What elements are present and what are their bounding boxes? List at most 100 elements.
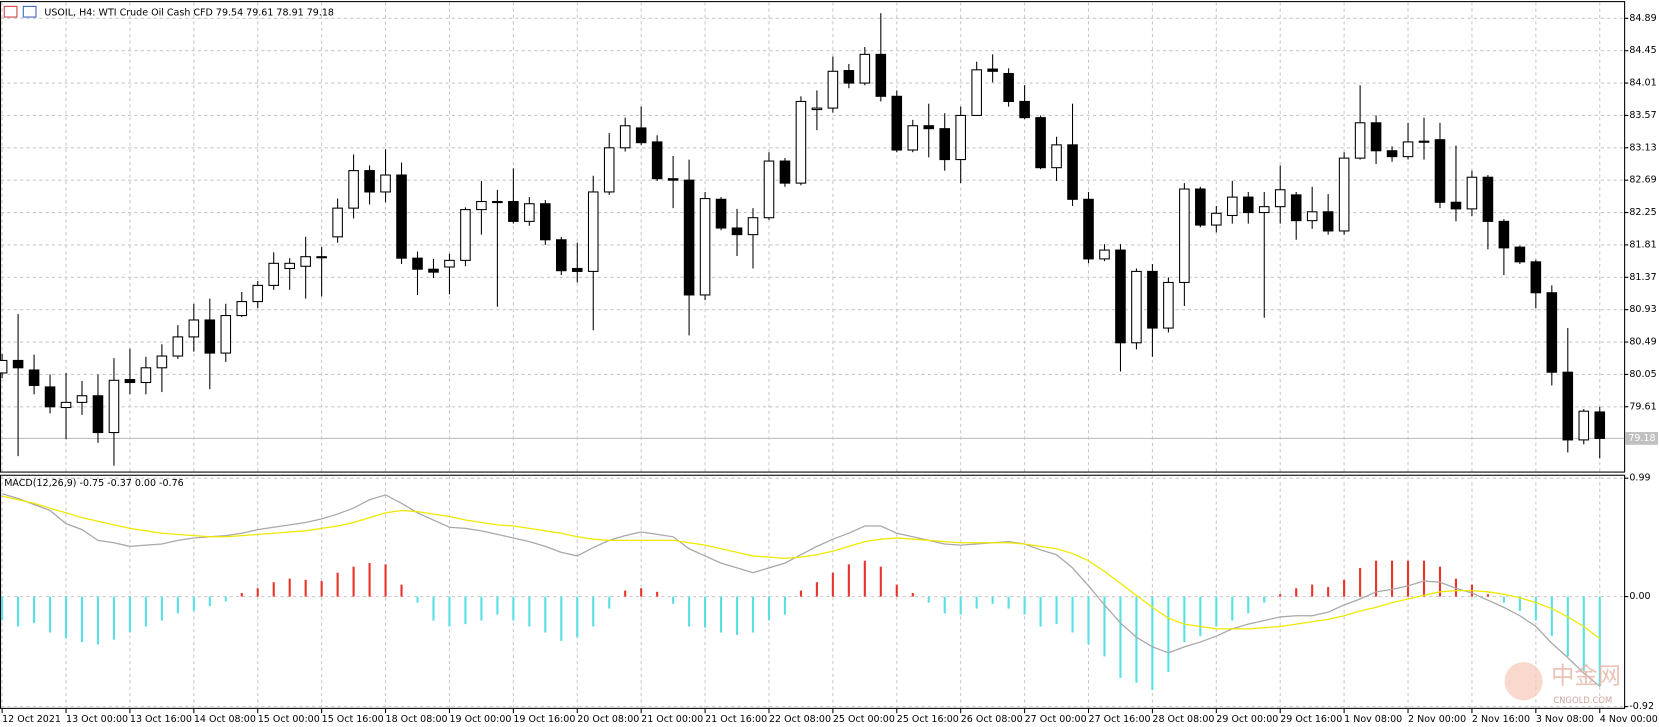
x-tick-label: 12 Oct 2021: [2, 714, 61, 725]
x-tick-label: 29 Oct 00:00: [1216, 714, 1278, 725]
candle-body: [476, 200, 487, 211]
y-tick-label: 82.69: [1629, 175, 1656, 186]
indicator-line: [1, 495, 1601, 639]
y-tick-label: 0.99: [1629, 473, 1650, 484]
candle-body: [44, 386, 56, 408]
candle-body: [252, 284, 264, 303]
price-panel: [0, 1, 1626, 473]
candle-body: [236, 301, 248, 317]
candle-body: [348, 170, 359, 209]
candle-body: [859, 53, 871, 84]
indicator-line: [1, 493, 1601, 687]
candle-body: [1578, 410, 1590, 441]
candle-body: [699, 198, 711, 296]
x-tick-label: 26 Oct 08:00: [961, 714, 1023, 725]
candle-body: [1274, 189, 1286, 208]
candle-body: [1083, 198, 1094, 260]
candle-body: [268, 262, 280, 286]
x-tick-label: 3 Nov 08:00: [1536, 714, 1594, 725]
grid: [1, 2, 1629, 714]
candle-body: [172, 336, 184, 357]
y-tick-label: 81.81: [1629, 239, 1656, 250]
x-tick-label: 19 Oct 16:00: [513, 714, 575, 725]
candle-body: [380, 174, 391, 193]
candle-body: [332, 207, 343, 238]
candle-body: [60, 401, 72, 409]
candle-body: [587, 191, 599, 272]
y-tick-label: 0.00: [1629, 591, 1650, 602]
candle-body: [603, 147, 615, 193]
candle-body: [1546, 292, 1558, 373]
y-tick-label: 80.05: [1629, 369, 1656, 380]
candle-body: [220, 315, 232, 354]
x-tick-label: 15 Oct 00:00: [258, 714, 320, 725]
candle-body: [1163, 281, 1174, 329]
candle-body: [1530, 261, 1542, 294]
candle-body: [1482, 176, 1494, 222]
x-tick-label: 18 Oct 08:00: [386, 714, 448, 725]
candle-body: [827, 70, 839, 109]
candle-body: [619, 125, 631, 149]
candle-body: [1019, 100, 1030, 119]
candle-body: [1003, 72, 1014, 102]
y-tick-label: 84.45: [1629, 45, 1656, 56]
candle-body: [444, 259, 455, 268]
candle-body: [76, 395, 88, 403]
candle-body: [779, 160, 791, 184]
candle-body: [1115, 249, 1126, 344]
candle-body: [492, 200, 503, 204]
x-tick-label: 21 Oct 00:00: [641, 714, 703, 725]
x-tick-label: 28 Oct 08:00: [1152, 714, 1214, 725]
candle-body: [1386, 150, 1398, 158]
y-tick-label: 80.49: [1629, 337, 1656, 348]
y-tick-label: 84.01: [1629, 78, 1656, 89]
candle-body: [540, 203, 551, 241]
candle-body: [396, 174, 407, 259]
y-tick-label: 84.89: [1629, 13, 1656, 24]
candle-body: [156, 355, 168, 369]
candle-body: [923, 125, 935, 130]
x-tick-label: 22 Oct 08:00: [769, 714, 831, 725]
candle-body: [891, 95, 903, 151]
candle-body: [108, 379, 120, 434]
candle-body: [715, 198, 727, 229]
candle-body: [12, 359, 24, 369]
candle-body: [571, 267, 583, 272]
candle-body: [460, 209, 471, 261]
candle-body: [1370, 122, 1382, 152]
candle-body: [1035, 117, 1046, 169]
candle-body: [28, 369, 40, 386]
x-tick-label: 4 Nov 00:00: [1600, 714, 1658, 725]
candle-body: [1147, 270, 1158, 329]
chart-icon: [3, 5, 18, 18]
candle-body: [124, 379, 136, 384]
candle-body: [508, 200, 519, 222]
candle-body: [1131, 270, 1142, 344]
candle-body: [555, 239, 567, 272]
candle-body: [316, 256, 327, 259]
candle-body: [1211, 212, 1222, 226]
y-tick-label: 81.37: [1629, 272, 1656, 283]
x-tick-label: 14 Oct 08:00: [194, 714, 256, 725]
candle-body: [875, 53, 887, 97]
last-price-label: 79.18: [1628, 433, 1655, 444]
candle-body: [1514, 246, 1526, 263]
x-tick-label: 13 Oct 00:00: [66, 714, 128, 725]
candle-body: [284, 262, 295, 270]
candle-body: [1306, 211, 1318, 222]
candle-body: [1227, 196, 1238, 217]
candle-body: [1418, 140, 1430, 143]
candle-body: [763, 160, 775, 219]
chart-title: USOIL, H4: WTI Crude Oil Cash CFD 79.54 …: [44, 7, 334, 18]
candle-body: [667, 178, 679, 181]
x-tick-label: 25 Oct 00:00: [833, 714, 895, 725]
candle-body: [907, 125, 919, 151]
x-tick-label: 27 Oct 16:00: [1089, 714, 1151, 725]
y-tick-label: -0.92: [1629, 701, 1654, 712]
candle-body: [412, 257, 423, 270]
candle-body: [364, 170, 375, 193]
candle-body: [300, 256, 311, 267]
candle-body: [92, 395, 104, 434]
candle-body: [971, 69, 982, 116]
